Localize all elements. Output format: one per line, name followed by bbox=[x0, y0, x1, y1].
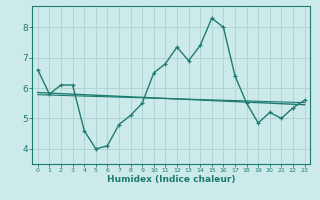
X-axis label: Humidex (Indice chaleur): Humidex (Indice chaleur) bbox=[107, 175, 236, 184]
